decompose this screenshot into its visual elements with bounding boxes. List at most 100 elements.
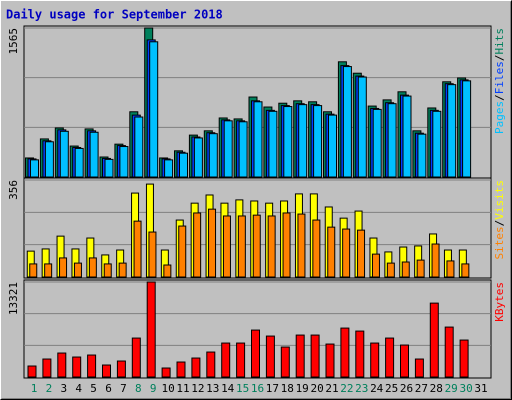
bar — [429, 302, 439, 378]
bar — [133, 220, 142, 278]
bar — [191, 357, 201, 378]
x-tick-label: 25 — [385, 382, 398, 395]
bar — [400, 344, 409, 378]
bar — [178, 225, 187, 278]
bar — [29, 263, 38, 278]
legend-entry: KBytes — [493, 282, 506, 322]
x-tick-label: 21 — [325, 382, 338, 395]
bar — [27, 365, 37, 378]
bar — [342, 66, 352, 178]
bar — [446, 260, 455, 278]
bar — [237, 215, 246, 278]
bar — [372, 108, 382, 178]
bar — [236, 342, 246, 378]
bar — [370, 342, 380, 378]
x-tick-label: 20 — [310, 382, 323, 395]
bar — [72, 356, 82, 378]
bar — [387, 103, 397, 178]
x-tick-label: 24 — [370, 382, 384, 395]
x-tick-label: 18 — [281, 382, 294, 395]
bar — [447, 84, 457, 178]
bar — [87, 354, 97, 378]
bar — [193, 137, 203, 178]
bar — [119, 146, 129, 178]
x-tick-label: 26 — [400, 382, 413, 395]
bar — [30, 159, 39, 178]
bar — [104, 158, 114, 178]
x-tick-label: 28 — [430, 382, 443, 395]
bar — [357, 229, 366, 278]
bar — [44, 263, 53, 278]
x-tick-label: 9 — [150, 382, 157, 395]
x-tick-label: 27 — [415, 382, 428, 395]
bar — [252, 214, 261, 278]
x-tick-label: 11 — [176, 382, 189, 395]
x-tick-label: 1 — [31, 382, 38, 395]
bar — [325, 343, 335, 378]
bar — [163, 264, 172, 278]
bar — [103, 263, 112, 278]
x-tick-label: 7 — [120, 382, 127, 395]
bar — [179, 152, 188, 178]
bar — [371, 253, 380, 278]
bar — [44, 141, 54, 178]
bar — [414, 358, 424, 378]
bar — [268, 110, 278, 178]
bar — [59, 130, 69, 178]
bar — [327, 226, 336, 278]
x-tick-label: 23 — [355, 382, 368, 395]
bar — [267, 215, 276, 278]
bar — [208, 133, 218, 178]
bar — [223, 120, 233, 178]
bar — [310, 334, 320, 378]
x-tick-label: 6 — [105, 382, 112, 395]
bar — [74, 147, 84, 178]
y-tick-label: 1565 — [7, 28, 20, 55]
y-tick-label: 13321 — [7, 282, 20, 315]
bar — [206, 351, 216, 378]
x-tick-label: 19 — [296, 382, 309, 395]
chart-title: Daily usage for September 2018 — [6, 8, 223, 22]
bar — [88, 257, 97, 278]
bar — [42, 358, 52, 378]
bar — [431, 243, 440, 278]
x-tick-label: 30 — [459, 382, 472, 395]
bar — [312, 219, 321, 278]
x-tick-label: 13 — [206, 382, 219, 395]
bar — [221, 342, 231, 378]
legend: Sites/Visits — [493, 180, 506, 260]
x-tick-label: 2 — [46, 382, 53, 395]
bar — [357, 76, 367, 178]
bar — [193, 212, 202, 278]
bar — [328, 114, 337, 178]
bar — [253, 101, 263, 178]
legend-separator: / — [493, 220, 506, 227]
bar — [57, 352, 67, 378]
x-tick-label: 12 — [191, 382, 204, 395]
bar — [116, 360, 126, 378]
bar — [222, 215, 231, 278]
bar — [298, 104, 308, 178]
x-tick-label: 8 — [135, 382, 142, 395]
bar — [118, 262, 127, 278]
bar — [297, 213, 306, 278]
x-tick-label: 5 — [90, 382, 97, 395]
bar — [102, 364, 111, 378]
legend-entry: Pages — [493, 101, 506, 134]
bar — [340, 327, 350, 378]
bar — [444, 326, 454, 378]
legend: KBytes — [493, 282, 506, 322]
bar — [461, 263, 470, 278]
legend-entry: Sites — [493, 226, 506, 259]
bar — [265, 335, 275, 378]
x-tick-label: 3 — [60, 382, 67, 395]
bar — [208, 208, 217, 278]
x-tick-label: 4 — [75, 382, 82, 395]
bar — [282, 212, 291, 278]
x-tick-label: 17 — [266, 382, 279, 395]
legend-entry: Visits — [493, 180, 506, 220]
legend-entry: Files — [493, 61, 506, 94]
